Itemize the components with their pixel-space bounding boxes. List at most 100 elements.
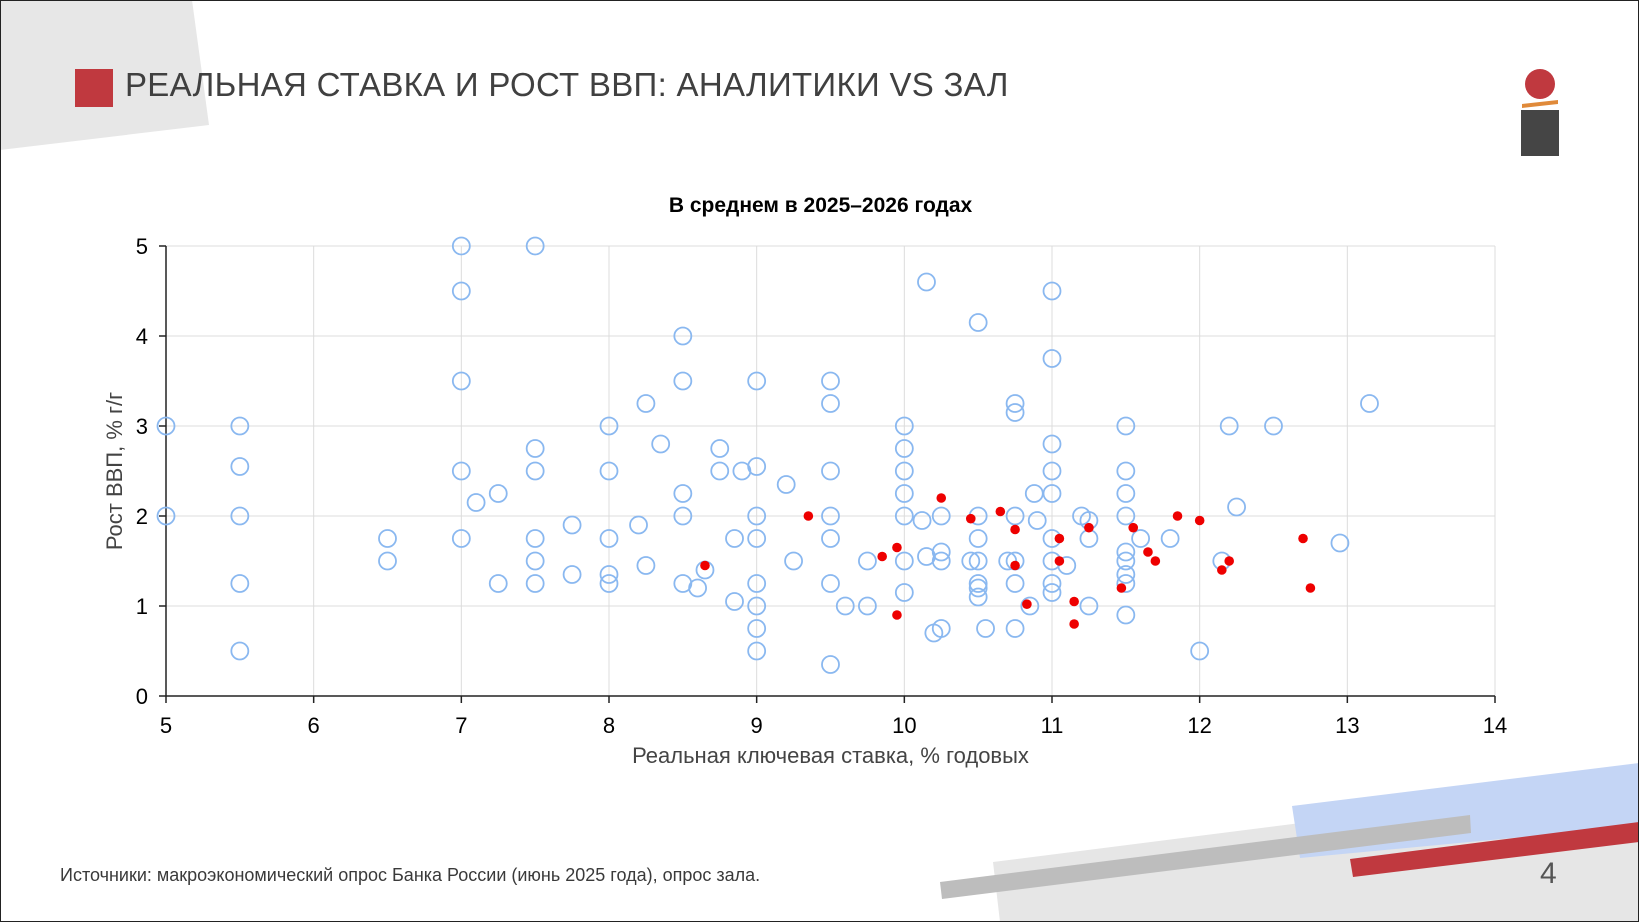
analyst-point xyxy=(1116,565,1136,584)
analyst-point xyxy=(562,565,582,584)
analyst-point xyxy=(976,619,995,638)
analyst-point xyxy=(968,574,988,593)
x-tick-label: 9 xyxy=(751,713,763,738)
x-axis-title: Реальная ключевая ставка, % годовых xyxy=(632,743,1029,768)
analyst-point xyxy=(1005,394,1025,413)
audience-point xyxy=(1298,533,1308,544)
analyst-point xyxy=(931,506,951,526)
analyst-point xyxy=(1005,574,1025,593)
y-tick-label: 3 xyxy=(136,414,148,439)
x-tick-label: 12 xyxy=(1187,713,1211,738)
analyst-point xyxy=(599,461,619,481)
analyst-point xyxy=(156,506,176,526)
audience-point xyxy=(1194,515,1205,526)
analyst-point xyxy=(747,619,767,638)
analyst-point xyxy=(378,551,397,571)
analyst-point xyxy=(821,574,840,593)
analyst-point xyxy=(725,592,744,611)
analyst-point xyxy=(835,596,855,616)
analyst-point xyxy=(821,394,840,413)
analyst-point xyxy=(747,574,767,593)
analyst-point xyxy=(858,551,877,571)
analyst-point xyxy=(747,506,767,526)
x-tick-label: 8 xyxy=(603,713,615,738)
analyst-point xyxy=(968,551,988,571)
analyst-point xyxy=(562,515,582,535)
analyst-point xyxy=(1160,529,1180,548)
analyst-point xyxy=(673,326,693,346)
analyst-point xyxy=(1042,583,1062,602)
audience-point xyxy=(995,506,1006,517)
analyst-point xyxy=(1024,484,1044,503)
y-tick-label: 2 xyxy=(136,504,148,529)
analyst-point xyxy=(894,461,914,481)
audience-point xyxy=(1022,599,1032,609)
analyst-point xyxy=(599,416,619,436)
x-tick-label: 13 xyxy=(1335,713,1359,738)
analyst-point xyxy=(651,434,671,454)
analyst-point xyxy=(747,371,767,391)
analyst-point xyxy=(725,529,744,548)
analyst-point xyxy=(1042,574,1062,593)
analyst-point xyxy=(378,529,397,548)
audience-point xyxy=(700,560,710,571)
analyst-point xyxy=(821,461,840,481)
audience-point xyxy=(1054,533,1065,544)
audience-point xyxy=(1084,522,1094,533)
analyst-point xyxy=(894,551,914,571)
analyst-point xyxy=(673,371,693,391)
analyst-point xyxy=(710,461,730,481)
analyst-point xyxy=(451,281,471,301)
x-tick-label: 10 xyxy=(892,713,916,738)
analyst-point xyxy=(230,574,250,593)
analyst-point xyxy=(1360,394,1379,413)
analyst-point xyxy=(1079,596,1099,616)
audience-point xyxy=(892,610,902,620)
analyst-point xyxy=(673,484,693,503)
analyst-point xyxy=(1116,461,1136,481)
audience-point xyxy=(965,513,976,524)
audience-point xyxy=(1069,596,1079,607)
analyst-point xyxy=(894,506,914,526)
x-tick-label: 11 xyxy=(1041,713,1064,738)
analyst-point xyxy=(1042,434,1062,454)
analyst-point xyxy=(931,551,951,571)
y-tick-label: 5 xyxy=(136,234,148,259)
analyst-point xyxy=(961,551,981,571)
analyst-point xyxy=(488,574,508,593)
analyst-point xyxy=(525,551,545,571)
audience-point xyxy=(1143,547,1153,557)
analyst-point xyxy=(230,457,250,476)
analyst-point xyxy=(599,529,619,548)
analyst-point xyxy=(636,394,656,413)
y-tick-label: 4 xyxy=(136,324,148,349)
audience-point xyxy=(936,493,947,503)
audience-point xyxy=(803,511,814,521)
analyst-point xyxy=(688,578,707,598)
analyst-point xyxy=(1005,619,1025,638)
x-tick-label: 6 xyxy=(308,713,320,738)
analyst-point xyxy=(525,461,545,481)
analyst-point xyxy=(1042,349,1062,368)
analyst-point xyxy=(451,371,471,391)
analyst-point xyxy=(525,574,545,593)
analyst-point xyxy=(1042,484,1062,503)
title-marker-square xyxy=(75,69,113,107)
analyst-point xyxy=(1116,542,1136,562)
page-number: 4 xyxy=(1540,857,1557,890)
bank-of-russia-logo-icon xyxy=(1521,69,1559,156)
analyst-point xyxy=(451,529,471,548)
analyst-point xyxy=(1042,281,1062,301)
analyst-point xyxy=(1131,529,1150,548)
slide-title: РЕАЛЬНАЯ СТАВКА И РОСТ ВВП: АНАЛИТИКИ VS… xyxy=(125,66,1009,103)
x-tick-label: 7 xyxy=(455,713,467,738)
analyst-point xyxy=(968,313,988,332)
analyst-point xyxy=(156,416,176,436)
chart-title: В среднем в 2025–2026 годах xyxy=(668,194,973,217)
analyst-point xyxy=(673,506,693,526)
analyst-point xyxy=(525,529,545,548)
analyst-point xyxy=(1005,403,1025,422)
audience-point xyxy=(1116,583,1127,593)
analyst-point xyxy=(230,641,250,661)
